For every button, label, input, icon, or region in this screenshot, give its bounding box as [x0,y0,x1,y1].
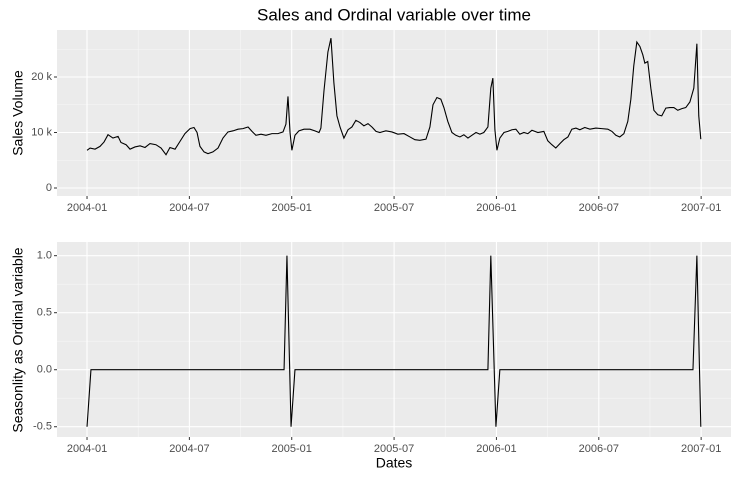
y-tick-label: 10 k [31,126,52,138]
x-tick-label: 2006-01 [476,202,516,214]
data-line [86,38,702,156]
x-tick-label: 2004-01 [67,443,107,455]
y-tick-label: 20 k [31,71,52,83]
x-tick-label: 2004-07 [169,443,209,455]
x-tick-label: 2006-07 [579,443,619,455]
x-tick-label: 2005-07 [374,202,414,214]
x-tick-label: 2007-01 [681,202,721,214]
x-tick-label: 2004-01 [67,202,107,214]
x-tick-label: 2007-01 [681,443,721,455]
y-tick-label: 0 [46,182,52,194]
chart-title: Sales and Ordinal variable over time [257,5,531,24]
x-tick-label: 2005-01 [272,202,312,214]
y-tick-label: 0.0 [37,364,52,376]
x-tick-label: 2005-01 [272,443,312,455]
x-tick-label: 2006-01 [476,443,516,455]
y-tick-label: -0.5 [33,421,52,433]
data-line [86,255,702,427]
y-axis-title: Sales Volume [10,70,26,156]
x-tick-label: 2006-07 [579,202,619,214]
x-tick-label: 2005-07 [374,443,414,455]
x-tick-label: 2004-07 [169,202,209,214]
y-axis-title: Seasonlity as Ordinal variable [10,247,26,432]
x-axis-title: Dates [376,455,413,471]
y-tick-label: 1.0 [37,250,52,262]
y-tick-label: 0.5 [37,307,52,319]
